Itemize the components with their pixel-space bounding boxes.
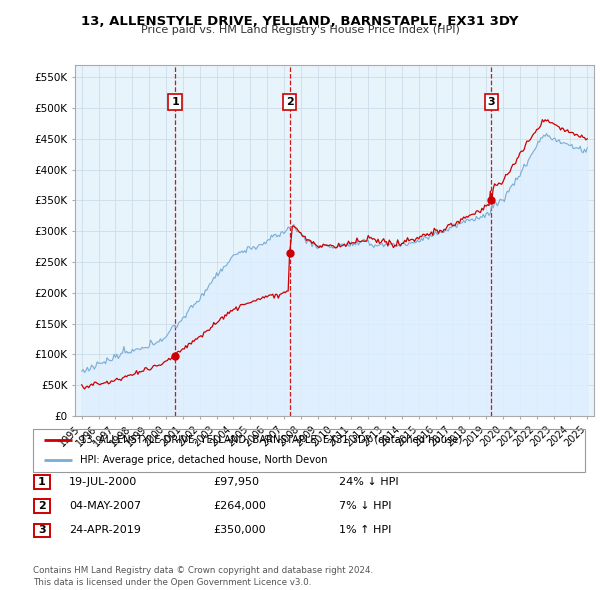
Text: 1: 1 [38, 477, 46, 487]
Text: £264,000: £264,000 [213, 502, 266, 511]
Text: 7% ↓ HPI: 7% ↓ HPI [339, 502, 391, 511]
Text: Price paid vs. HM Land Registry's House Price Index (HPI): Price paid vs. HM Land Registry's House … [140, 25, 460, 35]
Text: HPI: Average price, detached house, North Devon: HPI: Average price, detached house, Nort… [80, 455, 328, 465]
Text: 2: 2 [286, 97, 293, 107]
Text: £97,950: £97,950 [213, 477, 259, 487]
Text: 1% ↑ HPI: 1% ↑ HPI [339, 526, 391, 535]
Text: 24% ↓ HPI: 24% ↓ HPI [339, 477, 398, 487]
Text: 24-APR-2019: 24-APR-2019 [69, 526, 141, 535]
Text: £350,000: £350,000 [213, 526, 266, 535]
Text: 13, ALLENSTYLE DRIVE, YELLAND, BARNSTAPLE, EX31 3DY: 13, ALLENSTYLE DRIVE, YELLAND, BARNSTAPL… [81, 15, 519, 28]
Text: 3: 3 [38, 526, 46, 535]
Text: Contains HM Land Registry data © Crown copyright and database right 2024.
This d: Contains HM Land Registry data © Crown c… [33, 566, 373, 587]
Text: 04-MAY-2007: 04-MAY-2007 [69, 502, 141, 511]
FancyBboxPatch shape [34, 499, 50, 513]
FancyBboxPatch shape [34, 475, 50, 489]
Text: 1: 1 [171, 97, 179, 107]
Text: 3: 3 [488, 97, 495, 107]
FancyBboxPatch shape [34, 523, 50, 537]
Text: 13, ALLENSTYLE DRIVE, YELLAND, BARNSTAPLE, EX31 3DY (detached house): 13, ALLENSTYLE DRIVE, YELLAND, BARNSTAPL… [80, 435, 462, 445]
Text: 19-JUL-2000: 19-JUL-2000 [69, 477, 137, 487]
Text: 2: 2 [38, 502, 46, 511]
